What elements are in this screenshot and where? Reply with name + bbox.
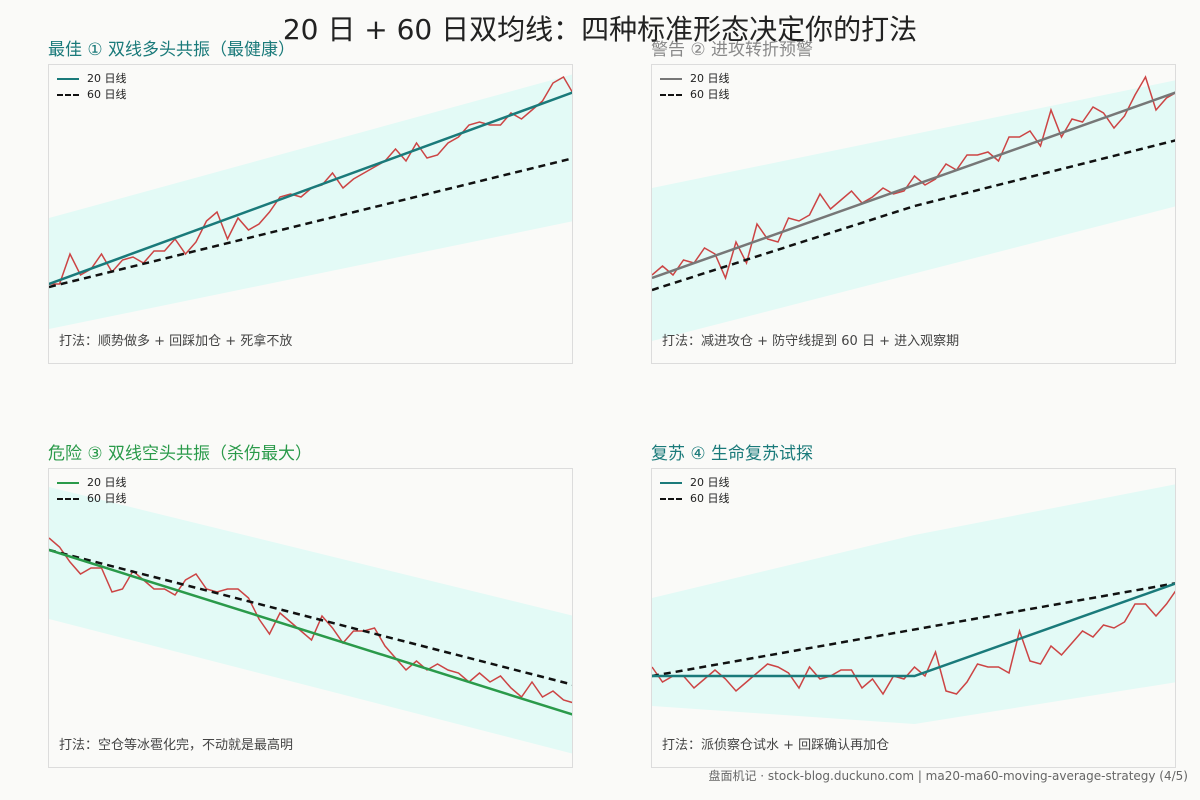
series-line-ma60 [652, 582, 1175, 678]
legend-warning: 20 日线 60 日线 [660, 71, 730, 103]
page-title: 20 日 + 60 日双均线：四种标准形态决定你的打法 [282, 13, 918, 46]
panel-title-best: 最佳 ① 双线多头共振（最健康） [48, 40, 296, 60]
series-line-ma60 [49, 157, 572, 289]
legend-label-ma60: 60 日线 [87, 492, 127, 505]
legend-item-ma60: 60 日线 [57, 87, 127, 103]
legend-label-ma20: 20 日线 [690, 476, 730, 489]
band-best [49, 74, 572, 329]
legend-label-ma60: 60 日线 [87, 88, 127, 101]
legend-swatch-ma60 [660, 94, 682, 96]
legend-label-ma60: 60 日线 [690, 492, 730, 505]
legend-label-ma20: 20 日线 [87, 72, 127, 85]
series-line-ma60 [652, 139, 1175, 292]
chart-svg-danger [49, 487, 572, 754]
panel-title-warning: 警告 ② 进攻转折预警 [651, 40, 814, 60]
legend-label-ma60: 60 日线 [690, 88, 730, 101]
chart-svg-best [49, 74, 572, 329]
legend-recovery: 20 日线 60 日线 [660, 475, 730, 507]
legend-swatch-ma60 [57, 94, 79, 96]
chart-svg-recovery [652, 484, 1175, 724]
legend-item-ma20: 20 日线 [660, 475, 730, 491]
plot-area-recovery: 20 日线 60 日线 打法：派侦察仓试水 + 回踩确认再加仓 [651, 468, 1176, 768]
legend-label-ma20: 20 日线 [87, 476, 127, 489]
legend-swatch-ma20 [660, 78, 682, 80]
legend-item-ma60: 60 日线 [57, 491, 127, 507]
legend-item-ma60: 60 日线 [660, 87, 730, 103]
legend-best: 20 日线 60 日线 [57, 71, 127, 103]
plot-area-danger: 20 日线 60 日线 打法：空仓等冰雹化完，不动就是最高明 [48, 468, 573, 768]
legend-swatch-ma20 [57, 482, 79, 484]
series-line-ma60 [49, 548, 572, 686]
band-warning [652, 80, 1175, 341]
panel-title-danger: 危险 ③ 双线空头共振（杀伤最大） [48, 444, 313, 464]
footer-credit: 盘面机记 · stock-blog.duckuno.com | ma20-ma6… [708, 769, 1188, 783]
series-line-ma20 [652, 91, 1175, 280]
tactic-text-best: 打法：顺势做多 + 回踩加仓 + 死拿不放 [59, 334, 293, 349]
series-line-price [49, 537, 572, 704]
tactic-text-danger: 打法：空仓等冰雹化完，不动就是最高明 [59, 738, 294, 753]
legend-item-ma60: 60 日线 [660, 491, 730, 507]
legend-swatch-ma60 [660, 498, 682, 500]
tactic-text-recovery: 打法：派侦察仓试水 + 回踩确认再加仓 [662, 738, 890, 753]
band-danger [49, 487, 572, 754]
legend-swatch-ma20 [660, 482, 682, 484]
legend-danger: 20 日线 60 日线 [57, 475, 127, 507]
series-line-ma20 [652, 582, 1175, 678]
plot-area-warning: 20 日线 60 日线 打法：减进攻仓 + 防守线提到 60 日 + 进入观察期 [651, 64, 1176, 364]
panel-title-recovery: 复苏 ④ 生命复苏试探 [651, 444, 814, 464]
legend-swatch-ma60 [57, 498, 79, 500]
series-line-price [652, 75, 1175, 281]
legend-item-ma20: 20 日线 [660, 71, 730, 87]
chart-svg-warning [652, 75, 1175, 341]
legend-item-ma20: 20 日线 [57, 71, 127, 87]
series-line-ma20 [49, 548, 572, 716]
plot-area-best: 20 日线 60 日线 打法：顺势做多 + 回踩加仓 + 死拿不放 [48, 64, 573, 364]
tactic-text-warning: 打法：减进攻仓 + 防守线提到 60 日 + 进入观察期 [662, 334, 960, 349]
legend-item-ma20: 20 日线 [57, 475, 127, 491]
series-line-ma20 [49, 91, 572, 286]
legend-label-ma20: 20 日线 [690, 72, 730, 85]
band-recovery [652, 484, 1175, 724]
series-line-price [652, 590, 1175, 696]
legend-swatch-ma20 [57, 78, 79, 80]
